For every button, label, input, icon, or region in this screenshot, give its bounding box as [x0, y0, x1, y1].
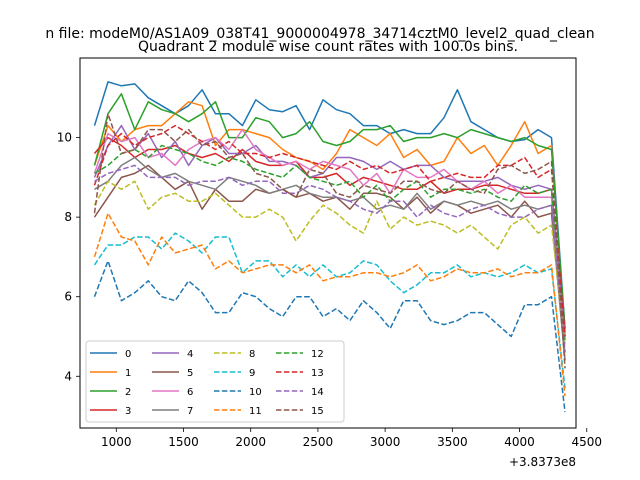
- plot-area: [79, 57, 577, 429]
- y-tick-label: 6: [64, 290, 72, 304]
- legend-label-2: 2: [125, 387, 131, 398]
- series-line-9: [93, 232, 566, 389]
- y-tick-label: 8: [64, 210, 72, 224]
- series-line-6: [93, 128, 566, 353]
- x-axis: 1000 1500 2000 2500 3000 3500 4000 4500: [101, 428, 602, 449]
- legend-label-5: 5: [187, 368, 193, 379]
- legend-label-3: 3: [125, 406, 131, 417]
- legend-label-1: 1: [125, 368, 131, 379]
- series-line-2: [93, 93, 566, 329]
- y-axis: 4 6 8 10: [57, 131, 80, 383]
- series-line-1: [93, 101, 566, 337]
- y-tick-label: 4: [64, 369, 72, 383]
- legend-label-12: 12: [311, 349, 324, 360]
- x-tick-label: 1000: [101, 435, 132, 449]
- series-line-14: [94, 164, 566, 353]
- x-tick-label: 1500: [168, 435, 199, 449]
- x-tick-label: 2500: [303, 435, 334, 449]
- axes-frame: [79, 57, 577, 429]
- legend-label-11: 11: [249, 406, 262, 417]
- series-layer: [93, 81, 566, 413]
- series-line-13: [93, 124, 566, 337]
- legend-label-8: 8: [249, 349, 255, 360]
- legend-label-6: 6: [187, 387, 193, 398]
- series-line-4: [93, 124, 566, 337]
- series-line-10: [93, 260, 566, 413]
- series-line-3: [93, 136, 566, 333]
- legend-label-15: 15: [311, 406, 324, 417]
- x-tick-label: 4500: [571, 435, 602, 449]
- series-line-5: [93, 164, 566, 361]
- legend-label-14: 14: [311, 387, 324, 398]
- legend-label-10: 10: [249, 387, 262, 398]
- series-line-15: [93, 112, 566, 369]
- series-line-8: [93, 180, 566, 345]
- y-tick-label: 10: [57, 131, 72, 145]
- figure-suptitle: n file: modeM0/AS1A09_038T41_9000004978_…: [45, 26, 594, 42]
- legend-label-4: 4: [187, 349, 193, 360]
- x-tick-label: 3500: [437, 435, 468, 449]
- legend-box: [85, 340, 345, 423]
- legend-label-13: 13: [311, 368, 324, 379]
- x-tick-label: 4000: [504, 435, 535, 449]
- legend-label-0: 0: [125, 349, 131, 360]
- series-line-11: [93, 212, 566, 397]
- legend-label-7: 7: [187, 406, 193, 417]
- series-line-7: [94, 156, 566, 361]
- x-tick-label: 3000: [370, 435, 401, 449]
- chart-title: Quadrant 2 module wise count rates with …: [138, 39, 518, 55]
- x-tick-label: 2000: [235, 435, 266, 449]
- x-offset-label: +3.8373e8: [509, 455, 576, 469]
- legend-label-9: 9: [249, 368, 255, 379]
